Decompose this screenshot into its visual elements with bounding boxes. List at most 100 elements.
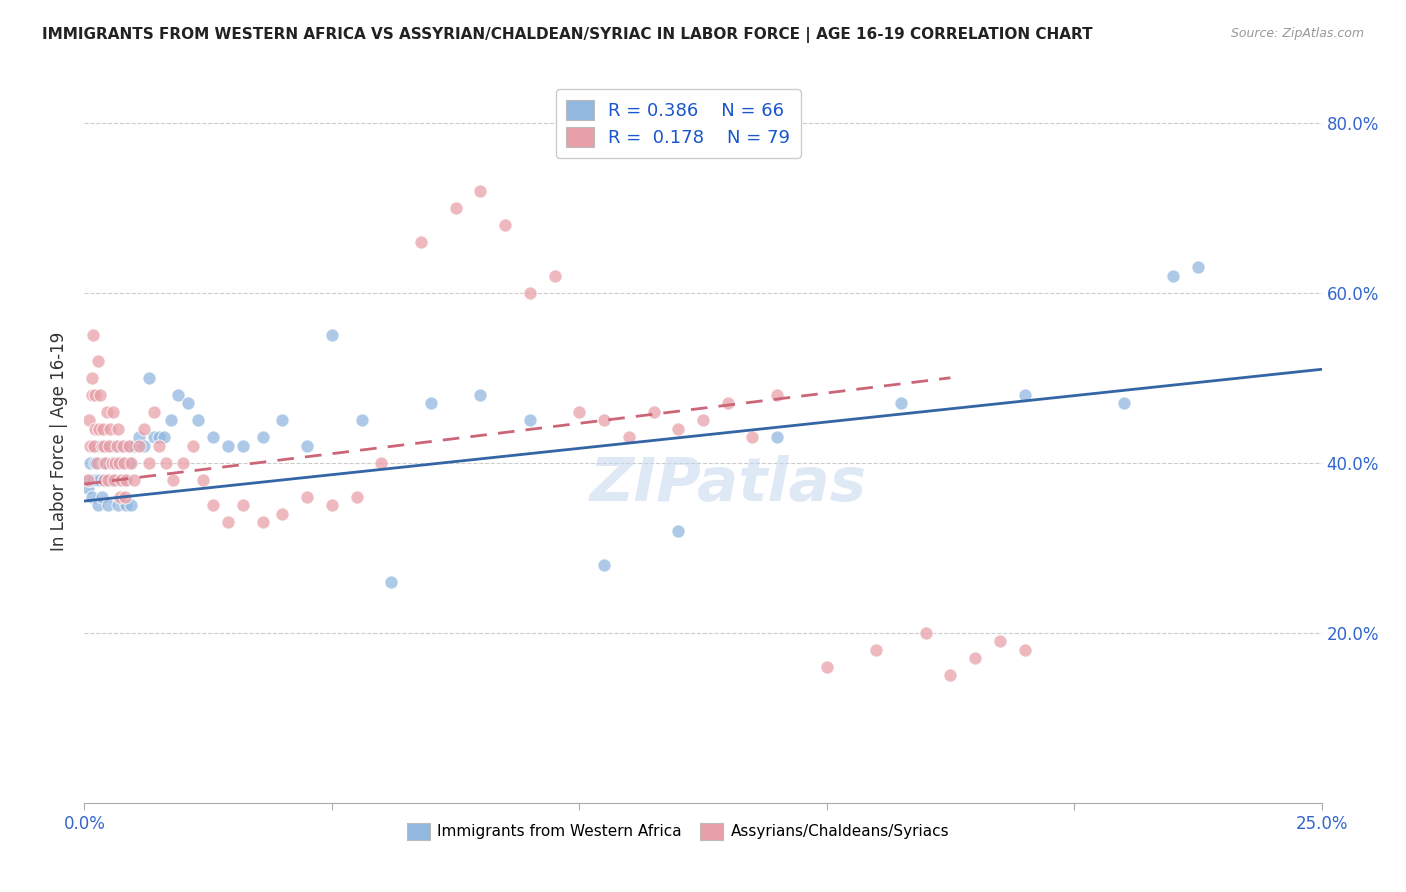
- Point: [167, 388, 190, 402]
- Point: [94, 439, 117, 453]
- Point: [100, 456, 122, 470]
- Point: [191, 473, 214, 487]
- Point: [80, 371, 103, 385]
- Point: [470, 388, 492, 402]
- Point: [132, 439, 155, 453]
- Point: [77, 473, 100, 487]
- Point: [815, 660, 838, 674]
- Point: [107, 498, 129, 512]
- Point: [96, 456, 118, 470]
- Point: [104, 456, 127, 470]
- Point: [82, 473, 104, 487]
- Point: [865, 642, 887, 657]
- Point: [122, 439, 145, 453]
- Point: [142, 430, 165, 444]
- Point: [79, 473, 101, 487]
- Point: [84, 388, 107, 402]
- Point: [91, 422, 114, 436]
- Point: [90, 490, 112, 504]
- Point: [202, 498, 225, 512]
- Point: [321, 498, 343, 512]
- Point: [108, 439, 131, 453]
- Point: [252, 516, 274, 530]
- Point: [105, 473, 128, 487]
- Point: [77, 481, 100, 495]
- Point: [79, 456, 101, 470]
- Point: [101, 405, 124, 419]
- Point: [112, 456, 135, 470]
- Point: [89, 388, 111, 402]
- Point: [988, 634, 1011, 648]
- Point: [108, 490, 131, 504]
- Text: ZIPatlas: ZIPatlas: [589, 456, 866, 515]
- Point: [380, 574, 402, 589]
- Point: [86, 473, 108, 487]
- Point: [1014, 642, 1036, 657]
- Text: Source: ZipAtlas.com: Source: ZipAtlas.com: [1230, 27, 1364, 40]
- Point: [93, 439, 115, 453]
- Point: [118, 456, 141, 470]
- Point: [128, 430, 150, 444]
- Point: [142, 405, 165, 419]
- Point: [108, 456, 131, 470]
- Point: [138, 371, 160, 385]
- Point: [107, 422, 129, 436]
- Point: [766, 430, 789, 444]
- Point: [494, 218, 516, 232]
- Point: [122, 473, 145, 487]
- Point: [110, 473, 132, 487]
- Point: [111, 439, 134, 453]
- Point: [120, 498, 142, 512]
- Point: [160, 413, 183, 427]
- Y-axis label: In Labor Force | Age 16-19: In Labor Force | Age 16-19: [51, 332, 69, 551]
- Point: [271, 413, 294, 427]
- Point: [543, 268, 565, 283]
- Point: [181, 439, 204, 453]
- Point: [93, 473, 115, 487]
- Point: [98, 422, 121, 436]
- Point: [717, 396, 740, 410]
- Point: [89, 439, 111, 453]
- Point: [118, 439, 141, 453]
- Point: [202, 430, 225, 444]
- Point: [111, 439, 134, 453]
- Point: [148, 430, 170, 444]
- Point: [939, 668, 962, 682]
- Point: [370, 456, 392, 470]
- Point: [1112, 396, 1135, 410]
- Point: [80, 490, 103, 504]
- Legend: Immigrants from Western Africa, Assyrians/Chaldeans/Syriacs: Immigrants from Western Africa, Assyrian…: [401, 817, 956, 846]
- Point: [232, 439, 254, 453]
- Point: [568, 405, 591, 419]
- Text: IMMIGRANTS FROM WESTERN AFRICA VS ASSYRIAN/CHALDEAN/SYRIAC IN LABOR FORCE | AGE : IMMIGRANTS FROM WESTERN AFRICA VS ASSYRI…: [42, 27, 1092, 43]
- Point: [93, 473, 115, 487]
- Point: [96, 405, 118, 419]
- Point: [98, 439, 121, 453]
- Point: [346, 490, 368, 504]
- Point: [80, 388, 103, 402]
- Point: [187, 413, 209, 427]
- Point: [105, 439, 128, 453]
- Point: [98, 439, 121, 453]
- Point: [766, 388, 789, 402]
- Point: [87, 353, 110, 368]
- Point: [321, 328, 343, 343]
- Point: [84, 422, 107, 436]
- Point: [86, 456, 108, 470]
- Point: [519, 413, 541, 427]
- Point: [132, 422, 155, 436]
- Point: [232, 498, 254, 512]
- Point: [172, 456, 194, 470]
- Point: [890, 396, 912, 410]
- Point: [103, 473, 125, 487]
- Point: [519, 285, 541, 300]
- Point: [965, 651, 987, 665]
- Point: [617, 430, 640, 444]
- Point: [120, 456, 142, 470]
- Point: [409, 235, 432, 249]
- Point: [128, 439, 150, 453]
- Point: [593, 413, 616, 427]
- Point: [90, 439, 112, 453]
- Point: [470, 184, 492, 198]
- Point: [148, 439, 170, 453]
